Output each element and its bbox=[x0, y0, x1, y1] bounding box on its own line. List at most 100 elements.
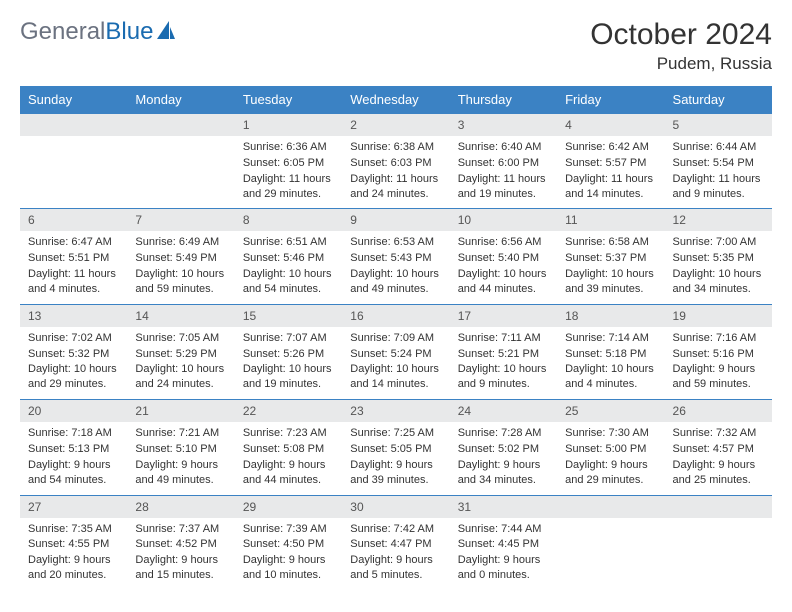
weekday-sunday: Sunday bbox=[20, 86, 127, 114]
header: GeneralBlue October 2024 Pudem, Russia bbox=[20, 18, 772, 74]
sunset-text: Sunset: 5:43 PM bbox=[350, 251, 441, 266]
day-details: Sunrise: 6:44 AMSunset: 5:54 PMDaylight:… bbox=[665, 136, 772, 208]
day-cell: 14Sunrise: 7:05 AMSunset: 5:29 PMDayligh… bbox=[127, 304, 234, 399]
sunset-text: Sunset: 4:55 PM bbox=[28, 537, 119, 552]
day-details: Sunrise: 6:40 AMSunset: 6:00 PMDaylight:… bbox=[450, 136, 557, 208]
sunset-text: Sunset: 5:24 PM bbox=[350, 347, 441, 362]
day-cell: 22Sunrise: 7:23 AMSunset: 5:08 PMDayligh… bbox=[235, 400, 342, 495]
day-number: 10 bbox=[450, 209, 557, 231]
day-details: Sunrise: 7:35 AMSunset: 4:55 PMDaylight:… bbox=[20, 518, 127, 590]
day-number bbox=[665, 496, 772, 518]
daylight-text: Daylight: 9 hours and 34 minutes. bbox=[458, 458, 549, 488]
day-cell: 2Sunrise: 6:38 AMSunset: 6:03 PMDaylight… bbox=[342, 114, 449, 209]
logo: GeneralBlue bbox=[20, 18, 177, 46]
daylight-text: Daylight: 11 hours and 4 minutes. bbox=[28, 267, 119, 297]
sunrise-text: Sunrise: 7:14 AM bbox=[565, 331, 656, 346]
sunrise-text: Sunrise: 7:00 AM bbox=[673, 235, 764, 250]
day-number: 17 bbox=[450, 305, 557, 327]
daylight-text: Daylight: 9 hours and 20 minutes. bbox=[28, 553, 119, 583]
day-number: 29 bbox=[235, 496, 342, 518]
sunrise-text: Sunrise: 7:30 AM bbox=[565, 426, 656, 441]
sunset-text: Sunset: 5:40 PM bbox=[458, 251, 549, 266]
sail-icon bbox=[155, 19, 177, 46]
day-number bbox=[557, 496, 664, 518]
day-details: Sunrise: 7:18 AMSunset: 5:13 PMDaylight:… bbox=[20, 422, 127, 494]
day-cell: 11Sunrise: 6:58 AMSunset: 5:37 PMDayligh… bbox=[557, 209, 664, 304]
day-number: 18 bbox=[557, 305, 664, 327]
weekday-header: SundayMondayTuesdayWednesdayThursdayFrid… bbox=[20, 86, 772, 114]
sunrise-text: Sunrise: 7:07 AM bbox=[243, 331, 334, 346]
day-number bbox=[20, 114, 127, 136]
day-cell: 25Sunrise: 7:30 AMSunset: 5:00 PMDayligh… bbox=[557, 400, 664, 495]
daylight-text: Daylight: 9 hours and 44 minutes. bbox=[243, 458, 334, 488]
day-cell: 21Sunrise: 7:21 AMSunset: 5:10 PMDayligh… bbox=[127, 400, 234, 495]
day-number: 25 bbox=[557, 400, 664, 422]
sunset-text: Sunset: 5:32 PM bbox=[28, 347, 119, 362]
day-cell: 28Sunrise: 7:37 AMSunset: 4:52 PMDayligh… bbox=[127, 495, 234, 590]
day-details: Sunrise: 7:39 AMSunset: 4:50 PMDaylight:… bbox=[235, 518, 342, 590]
day-cell: 27Sunrise: 7:35 AMSunset: 4:55 PMDayligh… bbox=[20, 495, 127, 590]
logo-text-2: Blue bbox=[105, 18, 153, 46]
day-cell bbox=[20, 114, 127, 209]
sunset-text: Sunset: 4:50 PM bbox=[243, 537, 334, 552]
day-number: 5 bbox=[665, 114, 772, 136]
day-cell: 15Sunrise: 7:07 AMSunset: 5:26 PMDayligh… bbox=[235, 304, 342, 399]
calendar-body: 1Sunrise: 6:36 AMSunset: 6:05 PMDaylight… bbox=[20, 114, 772, 590]
day-number: 14 bbox=[127, 305, 234, 327]
day-details: Sunrise: 7:30 AMSunset: 5:00 PMDaylight:… bbox=[557, 422, 664, 494]
sunset-text: Sunset: 4:45 PM bbox=[458, 537, 549, 552]
daylight-text: Daylight: 11 hours and 14 minutes. bbox=[565, 172, 656, 202]
day-number: 15 bbox=[235, 305, 342, 327]
day-cell: 26Sunrise: 7:32 AMSunset: 4:57 PMDayligh… bbox=[665, 400, 772, 495]
daylight-text: Daylight: 9 hours and 15 minutes. bbox=[135, 553, 226, 583]
day-details: Sunrise: 6:36 AMSunset: 6:05 PMDaylight:… bbox=[235, 136, 342, 208]
day-cell: 9Sunrise: 6:53 AMSunset: 5:43 PMDaylight… bbox=[342, 209, 449, 304]
sunrise-text: Sunrise: 6:40 AM bbox=[458, 140, 549, 155]
sunrise-text: Sunrise: 7:21 AM bbox=[135, 426, 226, 441]
sunset-text: Sunset: 4:47 PM bbox=[350, 537, 441, 552]
day-cell: 1Sunrise: 6:36 AMSunset: 6:05 PMDaylight… bbox=[235, 114, 342, 209]
daylight-text: Daylight: 10 hours and 34 minutes. bbox=[673, 267, 764, 297]
day-cell: 31Sunrise: 7:44 AMSunset: 4:45 PMDayligh… bbox=[450, 495, 557, 590]
day-number: 8 bbox=[235, 209, 342, 231]
day-details: Sunrise: 6:56 AMSunset: 5:40 PMDaylight:… bbox=[450, 231, 557, 303]
daylight-text: Daylight: 10 hours and 14 minutes. bbox=[350, 362, 441, 392]
day-number: 30 bbox=[342, 496, 449, 518]
title-block: October 2024 Pudem, Russia bbox=[590, 18, 772, 74]
weekday-saturday: Saturday bbox=[665, 86, 772, 114]
day-number: 24 bbox=[450, 400, 557, 422]
sunset-text: Sunset: 5:49 PM bbox=[135, 251, 226, 266]
weekday-thursday: Thursday bbox=[450, 86, 557, 114]
sunrise-text: Sunrise: 6:36 AM bbox=[243, 140, 334, 155]
month-title: October 2024 bbox=[590, 18, 772, 52]
day-number: 6 bbox=[20, 209, 127, 231]
sunset-text: Sunset: 5:00 PM bbox=[565, 442, 656, 457]
day-number: 13 bbox=[20, 305, 127, 327]
sunset-text: Sunset: 5:05 PM bbox=[350, 442, 441, 457]
day-cell: 29Sunrise: 7:39 AMSunset: 4:50 PMDayligh… bbox=[235, 495, 342, 590]
sunset-text: Sunset: 5:16 PM bbox=[673, 347, 764, 362]
daylight-text: Daylight: 9 hours and 10 minutes. bbox=[243, 553, 334, 583]
day-details: Sunrise: 7:11 AMSunset: 5:21 PMDaylight:… bbox=[450, 327, 557, 399]
day-cell bbox=[557, 495, 664, 590]
daylight-text: Daylight: 10 hours and 19 minutes. bbox=[243, 362, 334, 392]
daylight-text: Daylight: 10 hours and 49 minutes. bbox=[350, 267, 441, 297]
sunrise-text: Sunrise: 7:25 AM bbox=[350, 426, 441, 441]
sunrise-text: Sunrise: 6:49 AM bbox=[135, 235, 226, 250]
day-cell: 4Sunrise: 6:42 AMSunset: 5:57 PMDaylight… bbox=[557, 114, 664, 209]
daylight-text: Daylight: 9 hours and 5 minutes. bbox=[350, 553, 441, 583]
sunset-text: Sunset: 5:18 PM bbox=[565, 347, 656, 362]
day-cell: 24Sunrise: 7:28 AMSunset: 5:02 PMDayligh… bbox=[450, 400, 557, 495]
day-cell: 7Sunrise: 6:49 AMSunset: 5:49 PMDaylight… bbox=[127, 209, 234, 304]
day-number: 22 bbox=[235, 400, 342, 422]
weekday-monday: Monday bbox=[127, 86, 234, 114]
day-details: Sunrise: 7:28 AMSunset: 5:02 PMDaylight:… bbox=[450, 422, 557, 494]
sunrise-text: Sunrise: 7:35 AM bbox=[28, 522, 119, 537]
daylight-text: Daylight: 10 hours and 29 minutes. bbox=[28, 362, 119, 392]
daylight-text: Daylight: 10 hours and 59 minutes. bbox=[135, 267, 226, 297]
day-cell: 12Sunrise: 7:00 AMSunset: 5:35 PMDayligh… bbox=[665, 209, 772, 304]
sunrise-text: Sunrise: 7:18 AM bbox=[28, 426, 119, 441]
sunset-text: Sunset: 6:00 PM bbox=[458, 156, 549, 171]
day-number: 4 bbox=[557, 114, 664, 136]
day-number: 12 bbox=[665, 209, 772, 231]
